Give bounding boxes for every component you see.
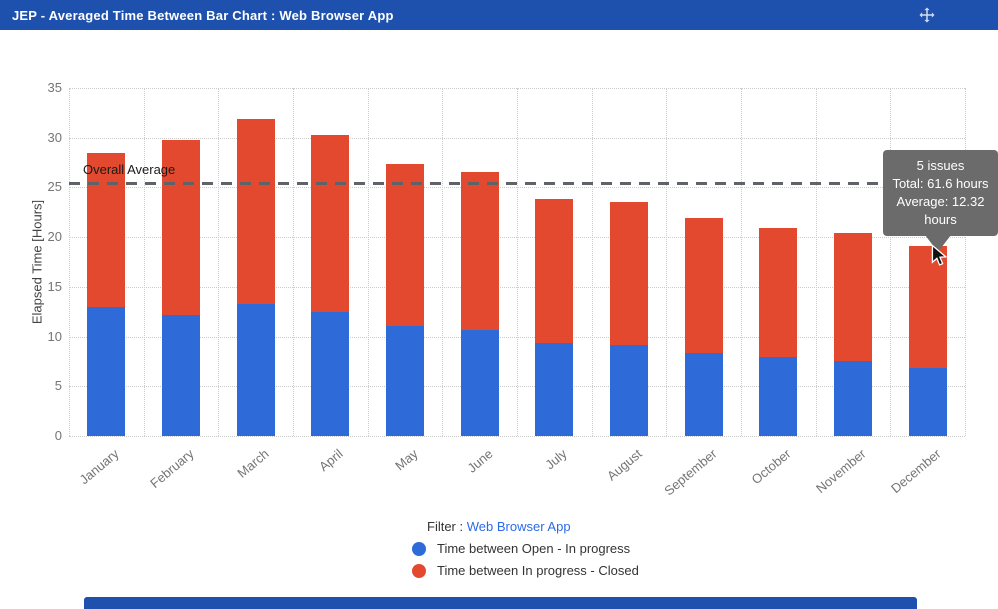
x-tick-label: April <box>316 446 346 475</box>
vertical-gridline <box>890 88 892 436</box>
y-tick-label: 30 <box>47 129 62 145</box>
bar-segment-open-inprogress[interactable] <box>162 314 200 436</box>
bar-segment-inprogress-closed[interactable] <box>535 199 574 343</box>
vertical-gridline <box>69 88 70 436</box>
vertical-gridline <box>591 88 593 436</box>
y-tick-label: 20 <box>47 229 62 245</box>
bar-segment-inprogress-closed[interactable] <box>834 233 872 362</box>
x-tick-label: September <box>660 446 720 499</box>
bar-segment-open-inprogress[interactable] <box>610 344 648 436</box>
bar-segment-open-inprogress[interactable] <box>87 306 126 436</box>
bar-segment-inprogress-closed[interactable] <box>610 202 648 345</box>
chart-tooltip: 5 issues Total: 61.6 hours Average: 12.3… <box>883 150 998 236</box>
move-gadget-icon[interactable] <box>918 6 936 24</box>
vertical-gridline <box>367 88 369 436</box>
bar-segment-inprogress-closed[interactable] <box>311 134 350 312</box>
bar-segment-open-inprogress[interactable] <box>759 357 798 436</box>
vertical-gridline <box>293 88 294 436</box>
y-tick-label: 15 <box>47 278 62 294</box>
next-gadget-header-strip[interactable] <box>84 597 917 609</box>
bar-segment-inprogress-closed[interactable] <box>759 228 798 358</box>
tooltip-total: Total: 61.6 hours <box>892 176 989 191</box>
bar-segment-open-inprogress[interactable] <box>311 311 350 436</box>
vertical-gridline <box>517 88 518 436</box>
bar-segment-inprogress-closed[interactable] <box>236 118 275 304</box>
legend-label: Time between In progress - Closed <box>437 563 639 578</box>
x-tick-label: December <box>887 446 944 497</box>
overall-average-label: Overall Average <box>83 162 176 178</box>
vertical-gridline <box>143 88 145 436</box>
legend-dot-red <box>412 563 426 578</box>
tooltip-pointer <box>925 235 951 252</box>
bar-segment-open-inprogress[interactable] <box>386 325 424 436</box>
x-tick-label: August <box>603 446 645 484</box>
overall-average-line <box>69 182 965 186</box>
bar-segment-open-inprogress[interactable] <box>908 368 947 436</box>
filter-link[interactable]: Web Browser App <box>466 519 571 534</box>
filter-line: Filter : Web Browser App <box>427 519 571 534</box>
vertical-gridline <box>741 88 742 436</box>
filter-label: Filter : <box>427 519 464 534</box>
horizontal-gridline <box>69 436 965 437</box>
x-tick-label: October <box>748 446 794 488</box>
bar-segment-inprogress-closed[interactable] <box>87 152 126 307</box>
bar-segment-open-inprogress[interactable] <box>236 303 275 436</box>
vertical-gridline <box>442 88 444 436</box>
y-tick-label: 0 <box>54 428 62 443</box>
x-tick-label: January <box>76 446 122 488</box>
y-tick-label: 10 <box>47 328 62 344</box>
y-axis-title: Elapsed Time [Hours] <box>29 199 45 325</box>
bar-segment-open-inprogress[interactable] <box>535 342 574 436</box>
vertical-gridline <box>666 88 668 436</box>
vertical-gridline <box>815 88 817 436</box>
x-tick-label: May <box>392 446 421 474</box>
bar-segment-open-inprogress[interactable] <box>460 329 499 436</box>
y-tick-label: 25 <box>47 179 62 195</box>
vertical-gridline <box>218 88 220 436</box>
legend-item-open-inprogress: Time between Open - In progress <box>412 541 630 556</box>
bar-segment-inprogress-closed[interactable] <box>684 218 723 354</box>
x-tick-label: July <box>542 446 570 473</box>
x-tick-label: February <box>147 446 197 491</box>
y-tick-label: 35 <box>47 80 62 95</box>
y-tick-label: 5 <box>54 378 62 394</box>
legend-label: Time between Open - In progress <box>437 541 631 556</box>
vertical-gridline <box>965 88 966 436</box>
bar-segment-inprogress-closed[interactable] <box>460 171 499 330</box>
bar-segment-inprogress-closed[interactable] <box>908 245 947 369</box>
bar-segment-open-inprogress[interactable] <box>684 353 723 436</box>
x-tick-label: June <box>464 446 496 476</box>
legend-dot-blue <box>412 541 426 556</box>
bar-segment-inprogress-closed[interactable] <box>162 139 200 315</box>
bar-segment-inprogress-closed[interactable] <box>386 163 424 326</box>
mouse-cursor-icon <box>931 245 947 266</box>
legend-item-inprogress-closed: Time between In progress - Closed <box>412 563 639 578</box>
plot-area <box>69 88 966 437</box>
x-tick-label: November <box>813 446 869 497</box>
tooltip-average: Average: 12.32 hours <box>896 194 985 227</box>
x-tick-label: March <box>233 446 272 481</box>
tooltip-issues: 5 issues <box>916 158 965 173</box>
bar-segment-open-inprogress[interactable] <box>834 361 872 436</box>
gadget-header[interactable]: JEP - Averaged Time Between Bar Chart : … <box>0 0 998 30</box>
gadget-title: JEP - Averaged Time Between Bar Chart : … <box>12 7 394 23</box>
